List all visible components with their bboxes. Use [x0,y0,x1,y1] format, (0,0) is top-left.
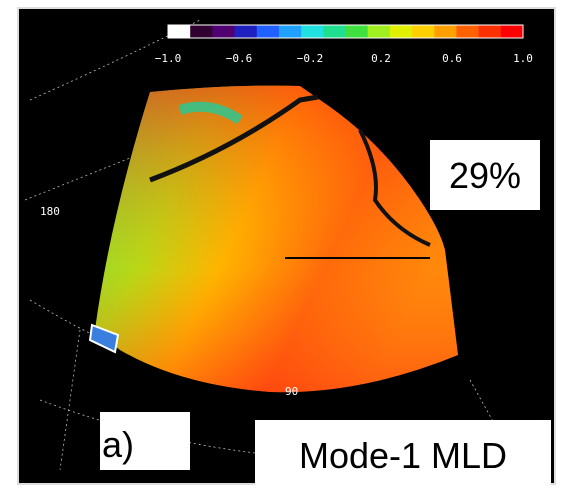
colorbar-tick-label: −0.6 [226,52,253,65]
colorbar-segment [501,25,524,38]
lon-label: 90 [285,385,298,398]
colorbar-tick-label: 0.6 [442,52,462,65]
colorbar-segment [212,25,235,38]
colorbar-tick-label: −1.0 [155,52,182,65]
colorbar-segment [390,25,413,38]
figure: −1.0 −0.6 −0.2 0.2 0.6 1.0 180 90 29% a) Mode… [0,0,569,494]
colorbar-tick-label: 0.2 [371,52,391,65]
colorbar-segment [412,25,435,38]
colorbar-segment [346,25,369,38]
colorbar-segment [168,25,191,38]
annotation: 29% [449,155,521,196]
colorbar-segment [479,25,502,38]
lat-label: 180 [40,205,60,218]
colorbar-segment [456,25,479,38]
panel-label: a) [102,424,134,465]
colorbar-segment [190,25,213,38]
colorbar-segment [434,25,457,38]
colorbar-segment [368,25,391,38]
colorbar-segment [257,25,280,38]
caption: Mode-1 MLD [299,435,507,476]
colorbar-tick-label: 1.0 [513,52,533,65]
page: {"colorbar": {"ticks": ["\u22121.0", "\u… [0,0,569,494]
colorbar-tick-label: −0.2 [297,52,324,65]
colorbar-segment [301,25,324,38]
colorbar-segment [279,25,302,38]
colorbar-segment [235,25,258,38]
colorbar-segment [323,25,346,38]
